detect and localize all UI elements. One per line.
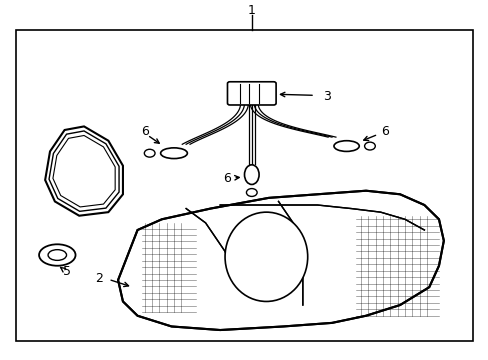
Polygon shape	[49, 131, 119, 211]
Ellipse shape	[160, 148, 187, 158]
Ellipse shape	[246, 189, 257, 197]
Polygon shape	[118, 191, 443, 330]
Ellipse shape	[144, 149, 155, 157]
Ellipse shape	[39, 244, 75, 266]
Polygon shape	[53, 135, 115, 207]
Text: 6: 6	[223, 172, 231, 185]
Polygon shape	[45, 126, 122, 216]
Ellipse shape	[244, 165, 259, 184]
Text: 5: 5	[63, 265, 71, 278]
Ellipse shape	[48, 249, 66, 260]
Ellipse shape	[364, 142, 374, 150]
FancyBboxPatch shape	[227, 82, 276, 105]
Ellipse shape	[333, 141, 359, 152]
Text: 2: 2	[95, 272, 102, 285]
Ellipse shape	[224, 212, 307, 301]
Text: 4: 4	[111, 186, 120, 199]
Text: 6: 6	[141, 125, 148, 138]
Text: 3: 3	[323, 90, 330, 103]
Text: 1: 1	[247, 4, 255, 17]
Text: 6: 6	[381, 125, 388, 138]
